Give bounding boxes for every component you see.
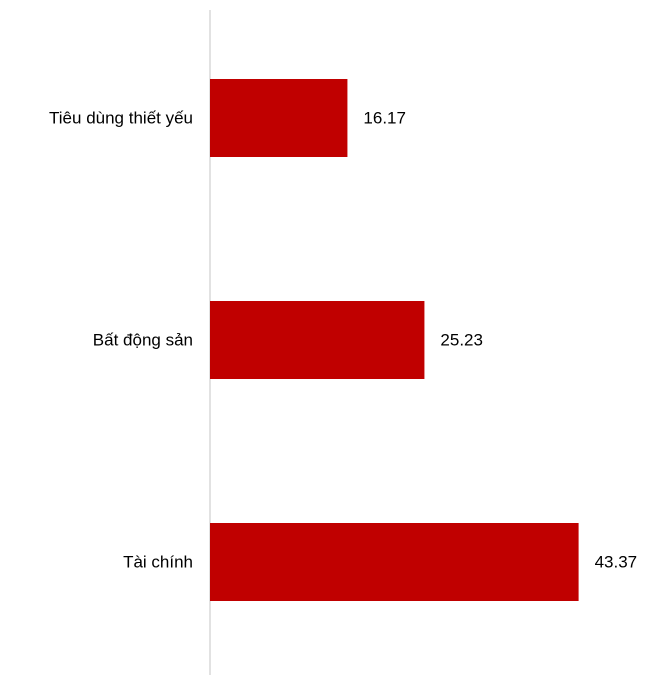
bars-group: [210, 79, 579, 601]
category-label-0: Tiêu dùng thiết yếu: [49, 109, 193, 128]
data-label-0: 16.17: [363, 109, 406, 128]
category-label-1: Bất động sản: [93, 331, 193, 350]
bar-2: [210, 523, 579, 601]
bar-1: [210, 301, 425, 379]
data-label-2: 43.37: [595, 553, 638, 572]
bar-0: [210, 79, 348, 157]
category-label-2: Tài chính: [123, 553, 193, 572]
data-label-1: 25.23: [440, 331, 483, 350]
labels-group: Tiêu dùng thiết yếu 16.17 Bất động sản 25.2…: [49, 109, 637, 572]
